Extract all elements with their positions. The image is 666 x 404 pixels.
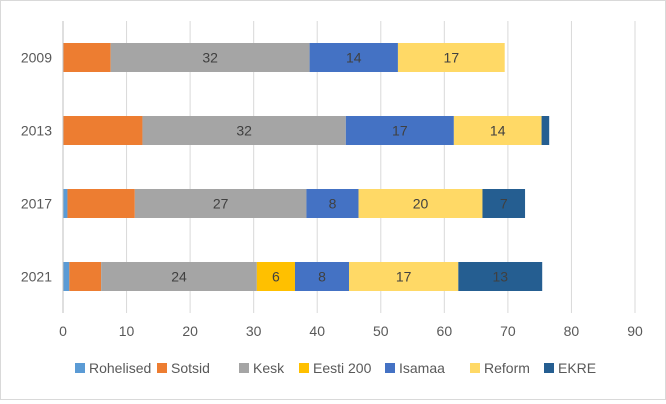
legend-swatch bbox=[385, 363, 395, 373]
bar-segment bbox=[101, 262, 257, 291]
legend-swatch bbox=[75, 363, 85, 373]
bars bbox=[63, 43, 550, 291]
legend-label: Reform bbox=[484, 360, 530, 376]
data-label: 20 bbox=[413, 196, 429, 212]
x-tick-label: 60 bbox=[437, 323, 453, 339]
data-label: 32 bbox=[202, 50, 218, 66]
data-label: 14 bbox=[490, 123, 506, 139]
legend: Rohelised Sotsid Kesk Eesti 200 Isamaa Reform… bbox=[75, 360, 596, 376]
x-tick-label: 70 bbox=[500, 323, 516, 339]
bar-segment bbox=[358, 189, 483, 218]
x-tick-label: 20 bbox=[182, 323, 198, 339]
bar-segment bbox=[256, 262, 295, 291]
data-label: 24 bbox=[171, 269, 187, 285]
data-label: 13 bbox=[492, 269, 508, 285]
legend-swatch bbox=[157, 363, 167, 373]
legend-swatch bbox=[239, 363, 249, 373]
y-tick-label: 2013 bbox=[21, 123, 52, 139]
bar-segment bbox=[69, 262, 102, 291]
x-tick-label: 50 bbox=[373, 323, 389, 339]
data-label: 8 bbox=[318, 269, 326, 285]
y-tick-label: 2021 bbox=[21, 269, 52, 285]
bar-segment bbox=[349, 262, 459, 291]
bar-segment bbox=[134, 189, 307, 218]
data-label: 14 bbox=[346, 50, 362, 66]
data-label: 6 bbox=[272, 269, 280, 285]
bar-segment bbox=[453, 116, 542, 145]
bar-segment bbox=[345, 116, 454, 145]
legend-swatch bbox=[544, 363, 554, 373]
data-label: 32 bbox=[236, 123, 252, 139]
bar-segment bbox=[458, 262, 543, 291]
bar-segment bbox=[110, 43, 310, 72]
legend-label: Sotsid bbox=[171, 360, 210, 376]
bar-segment bbox=[63, 189, 68, 218]
data-label: 7 bbox=[500, 196, 508, 212]
bar-segment bbox=[63, 43, 111, 72]
data-label: 17 bbox=[444, 50, 460, 66]
bar-segment bbox=[541, 116, 550, 145]
bar-segment bbox=[309, 43, 398, 72]
x-tick-label: 40 bbox=[309, 323, 325, 339]
x-tick-label: 30 bbox=[246, 323, 262, 339]
data-label: 17 bbox=[396, 269, 412, 285]
bar-segment bbox=[397, 43, 505, 72]
x-tick-label: 80 bbox=[564, 323, 580, 339]
legend-swatch bbox=[299, 363, 309, 373]
y-tick-label: 2017 bbox=[21, 196, 52, 212]
bar-segment bbox=[294, 262, 349, 291]
y-tick-label: 2009 bbox=[21, 50, 52, 66]
legend-label: Eesti 200 bbox=[313, 360, 372, 376]
bar-segment bbox=[306, 189, 359, 218]
bar-segment bbox=[67, 189, 135, 218]
bar-segment bbox=[63, 116, 143, 145]
legend-label: EKRE bbox=[558, 360, 596, 376]
x-tick-label: 10 bbox=[119, 323, 135, 339]
x-tick-label: 90 bbox=[627, 323, 643, 339]
bar-segment bbox=[482, 189, 526, 218]
x-tick-label: 0 bbox=[59, 323, 67, 339]
data-label: 17 bbox=[392, 123, 408, 139]
data-label: 27 bbox=[213, 196, 229, 212]
legend-swatch bbox=[470, 363, 480, 373]
legend-label: Kesk bbox=[253, 360, 285, 376]
legend-label: Rohelised bbox=[89, 360, 151, 376]
bar-segment bbox=[63, 262, 70, 291]
data-label: 8 bbox=[329, 196, 337, 212]
legend-label: Isamaa bbox=[399, 360, 445, 376]
data-labels: 32 14 17 32 17 14 27 8 20 7 24 6 8 17 13 bbox=[171, 50, 508, 285]
bar-segment bbox=[142, 116, 346, 145]
